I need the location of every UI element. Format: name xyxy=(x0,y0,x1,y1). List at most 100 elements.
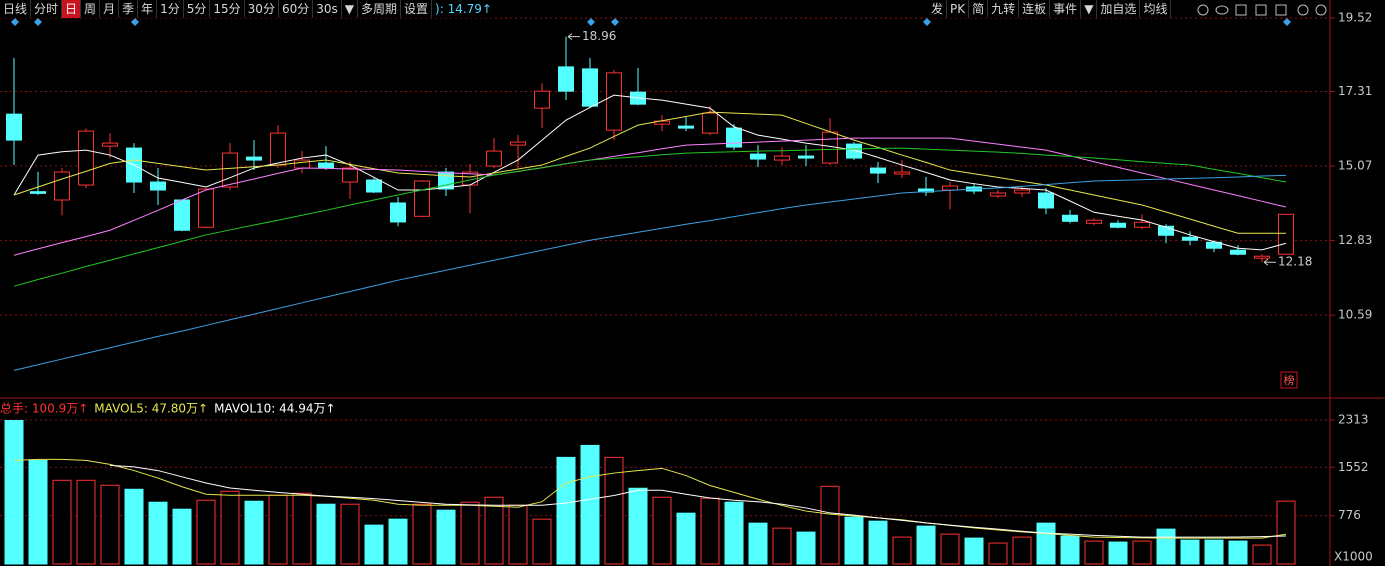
ma-line xyxy=(13,174,1287,371)
toolbar-item[interactable]: 日 xyxy=(62,0,82,18)
event-marker[interactable] xyxy=(1283,18,1291,26)
volume-bar xyxy=(604,456,624,565)
candle-body xyxy=(222,152,238,188)
toolbar-item[interactable]: 连板 xyxy=(1019,0,1051,18)
candle-body xyxy=(390,202,406,223)
extreme-label: 18.96 xyxy=(582,29,616,43)
candle-body xyxy=(294,159,310,169)
toolbar-right: 发 PK 简九转 连板 事件 ▼ 加自选 均线 xyxy=(928,0,1172,18)
ma-line xyxy=(109,464,1287,538)
event-marker[interactable] xyxy=(131,18,139,26)
icon[interactable] xyxy=(1297,4,1309,16)
toolbar-item[interactable]: 多周期 xyxy=(358,0,402,18)
y-tick-label: 776 xyxy=(1338,508,1361,522)
icon[interactable] xyxy=(1315,4,1327,16)
toolbar-item[interactable]: 日线 xyxy=(0,0,32,18)
candle-body xyxy=(678,125,694,129)
volume-bar xyxy=(628,487,648,565)
volume-bar xyxy=(316,503,336,565)
volume-bar xyxy=(652,496,672,565)
volume-bar xyxy=(796,531,816,565)
toolbar-item[interactable]: 发 xyxy=(928,0,948,18)
candle-body xyxy=(1038,192,1054,209)
toolbar-item[interactable]: ▼ xyxy=(1081,0,1098,18)
toolbar-item[interactable]: 分时 xyxy=(31,0,63,18)
icon[interactable] xyxy=(1215,5,1229,15)
extreme-label: 12.18 xyxy=(1278,255,1312,269)
candle-body xyxy=(990,192,1006,197)
toolbar-item[interactable]: 均线 xyxy=(1140,0,1172,18)
event-marker[interactable] xyxy=(923,18,931,26)
candle-body xyxy=(1158,225,1174,236)
icon[interactable] xyxy=(1275,4,1287,16)
volume-bar xyxy=(1204,539,1224,565)
toolbar-item[interactable]: 事件 xyxy=(1050,0,1082,18)
candle-body xyxy=(342,167,358,183)
badge[interactable]: 榜 xyxy=(1284,373,1295,387)
candle-body xyxy=(870,167,886,174)
toolbar-item[interactable]: 5分 xyxy=(184,0,211,18)
toolbar-item[interactable]: ▼ xyxy=(342,0,358,18)
volume-bar xyxy=(484,496,504,565)
event-marker[interactable] xyxy=(11,18,19,26)
event-marker[interactable] xyxy=(34,18,42,26)
y-tick-label: 10.59 xyxy=(1338,308,1372,322)
volume-bar xyxy=(172,508,192,565)
candle-body xyxy=(318,162,334,169)
candle-body xyxy=(726,127,742,148)
ma-line xyxy=(13,94,1287,251)
unit-label: X1000 xyxy=(1334,550,1373,564)
icon[interactable] xyxy=(1197,4,1209,16)
volume-bar xyxy=(460,501,480,565)
toolbar-icons xyxy=(1197,4,1327,16)
toolbar-item[interactable]: 季 xyxy=(119,0,139,18)
toolbar-item[interactable]: 周 xyxy=(81,0,101,18)
toolbar-item[interactable]: 30分 xyxy=(245,0,279,18)
toolbar-item[interactable]: 设置 xyxy=(401,0,433,18)
candle-body xyxy=(1086,219,1102,224)
event-marker[interactable] xyxy=(611,18,619,26)
y-tick-label: 17.31 xyxy=(1338,84,1372,98)
candle-body xyxy=(486,150,502,167)
toolbar-item[interactable]: 加自选 xyxy=(1097,0,1141,18)
badge-box[interactable] xyxy=(1280,371,1298,389)
candle-body xyxy=(150,181,166,191)
volume-bar xyxy=(820,485,840,565)
toolbar-item[interactable]: 年 xyxy=(138,0,158,18)
volume-bar xyxy=(700,497,720,565)
icon[interactable] xyxy=(1255,4,1267,16)
volume-bar xyxy=(4,419,24,565)
candle-body xyxy=(6,113,22,141)
candle-body xyxy=(414,180,430,217)
candle-body xyxy=(198,188,214,228)
volume-bar xyxy=(772,527,792,565)
volume-bar xyxy=(964,537,984,565)
candle-body xyxy=(78,130,94,186)
volume-bar xyxy=(676,512,696,565)
toolbar-item[interactable]: 简 xyxy=(969,0,989,18)
ma-line xyxy=(13,458,1287,539)
toolbar-item[interactable]: 九转 xyxy=(988,0,1020,18)
candle-body xyxy=(1182,236,1198,241)
event-marker[interactable] xyxy=(587,18,595,26)
toolbar-item[interactable]: PK xyxy=(947,0,970,18)
volume-bar xyxy=(1036,522,1056,565)
y-tick-label: 1552 xyxy=(1338,460,1369,474)
legend-entry: MAVOL10: 44.94万↑ xyxy=(214,402,335,416)
volume-bar xyxy=(28,459,48,565)
candle-body xyxy=(30,191,46,194)
volume-bar xyxy=(1108,541,1128,565)
toolbar-item[interactable]: 1分 xyxy=(157,0,184,18)
ma-line xyxy=(13,111,1286,234)
y-tick-label: 12.83 xyxy=(1338,233,1372,247)
volume-bar xyxy=(436,509,456,565)
candle-body xyxy=(894,171,910,175)
toolbar-item[interactable]: 60分 xyxy=(279,0,314,18)
ma-line xyxy=(13,147,1287,287)
toolbar-item[interactable]: 15分 xyxy=(210,0,245,18)
toolbar-item[interactable]: 月 xyxy=(100,0,120,18)
toolbar-item[interactable]: 30s xyxy=(313,0,342,18)
volume-bar xyxy=(124,488,144,565)
volume-bar xyxy=(1252,544,1272,565)
icon[interactable] xyxy=(1235,4,1247,16)
